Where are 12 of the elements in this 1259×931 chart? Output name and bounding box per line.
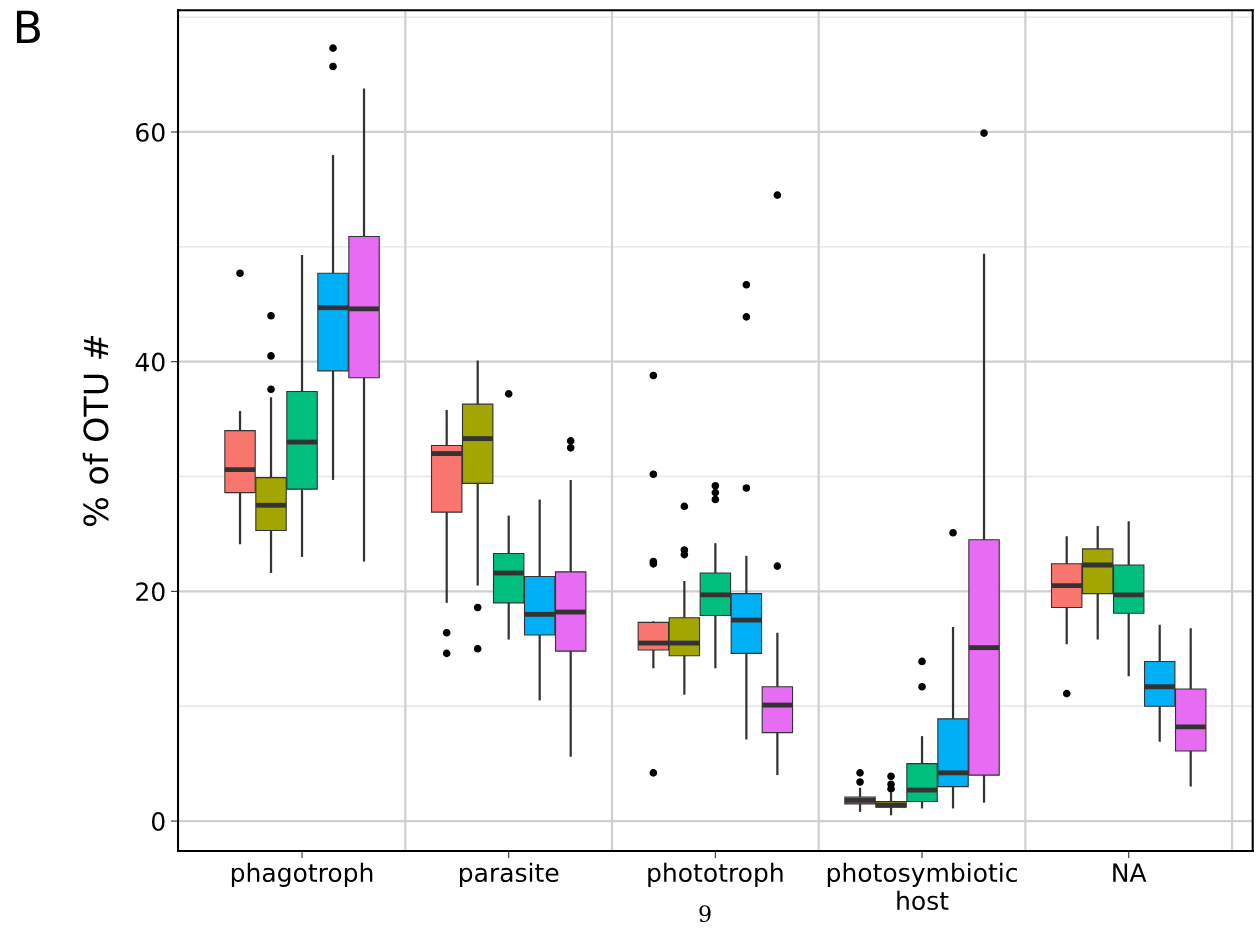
x-tick-label: phagotroph: [231, 862, 373, 887]
x-tick-label: phototroph: [648, 862, 783, 887]
y-axis-title: % of OTU #: [82, 335, 109, 526]
y-tick-label: 60: [136, 122, 165, 142]
x-tick-label: photosymbiotic host: [827, 862, 1017, 911]
text: 9: [699, 905, 711, 923]
x-tick-label: NA: [1113, 863, 1147, 882]
x-tick-label: parasite: [459, 862, 559, 887]
y-tick-label: 0: [151, 812, 165, 831]
text: B: [16, 10, 40, 44]
y-tick-label: 40: [135, 352, 165, 372]
y-tick-label: 20: [136, 582, 165, 602]
